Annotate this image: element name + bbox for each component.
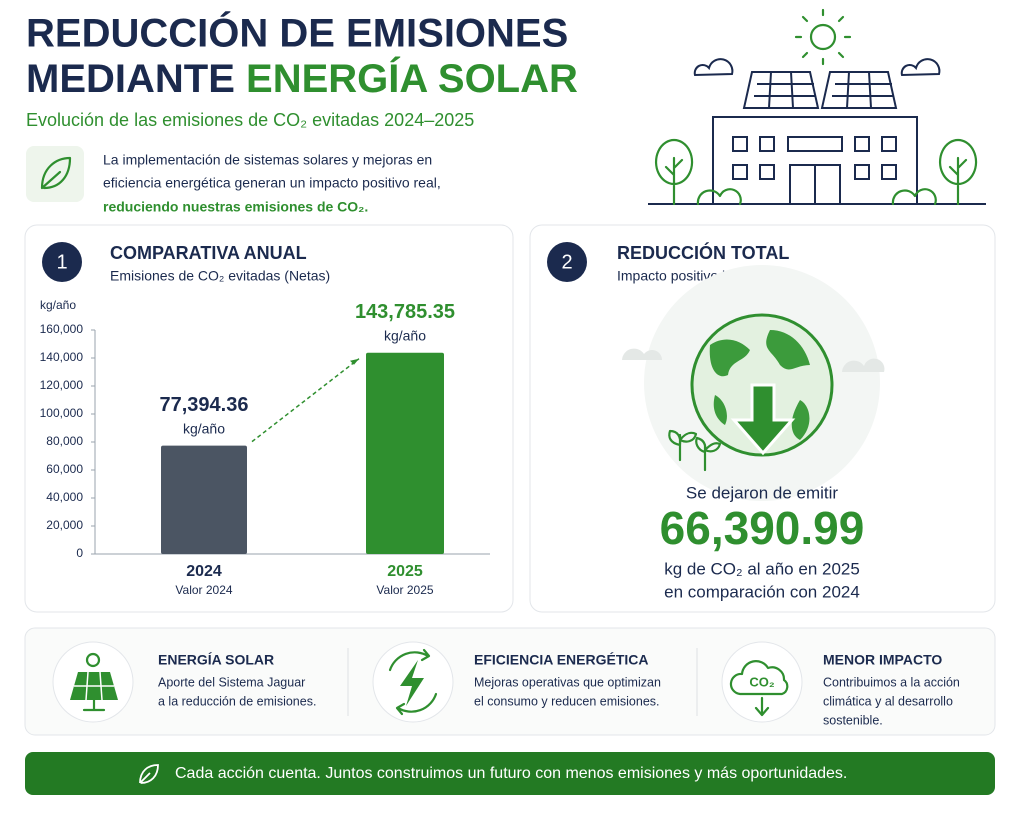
panel-title: COMPARATIVA ANUAL	[110, 243, 307, 263]
title: REDUCCIÓN DE EMISIONES	[26, 10, 568, 56]
subtitle: Evolución de las emisiones de CO₂ evitad…	[26, 110, 474, 130]
panel-title: REDUCCIÓN TOTAL	[617, 242, 789, 263]
bar	[366, 352, 444, 554]
y-tick-label: 160,000	[40, 322, 84, 336]
building-illustration	[648, 8, 986, 206]
bar-chart: kg/año 0 20,000 40,000 60,000 80,000 100,000 12…	[40, 298, 490, 597]
intro-highlight: reduciendo nuestras emisiones de CO₂.	[103, 199, 368, 215]
step-badge	[547, 242, 587, 282]
value-unit: kg/año	[384, 327, 426, 343]
y-tick-label: 120,000	[40, 378, 84, 392]
feature-text: a la reducción de emisiones.	[158, 694, 316, 708]
x-tick-label: 2024	[186, 563, 222, 580]
y-tick-label: 0	[76, 546, 83, 560]
leaf-icon	[40, 156, 72, 190]
trend-arrow	[251, 358, 360, 443]
x-tick-note: Valor 2025	[376, 583, 433, 597]
leaf-icon	[139, 764, 159, 784]
co2-icon	[729, 660, 789, 717]
result-line: kg de CO₂ al año en 2025	[664, 559, 860, 578]
feature-title: ENERGÍA SOLAR	[158, 652, 274, 668]
x-tick-note: Valor 2024	[175, 583, 232, 597]
result-value: 66,390.99	[660, 502, 865, 554]
feature-title: EFICIENCIA ENERGÉTICA	[474, 652, 649, 668]
x-tick-label: 2025	[387, 563, 423, 580]
feature-text: Mejoras operativas que optimizan	[474, 675, 661, 689]
bar	[161, 445, 247, 554]
title: MEDIANTE ENERGÍA SOLAR	[26, 56, 578, 101]
co2-icon-label: CO₂	[749, 674, 775, 689]
result-lead: Se dejaron de emitir	[686, 483, 838, 502]
feature-text: Contribuimos a la acción	[823, 675, 960, 689]
footer-text: Cada acción cuenta. Juntos construimos u…	[175, 765, 847, 782]
y-tick-label: 80,000	[46, 434, 83, 448]
y-tick-label: 140,000	[40, 350, 84, 364]
trend-arrowhead	[350, 358, 359, 365]
solar-icon	[70, 652, 118, 712]
feature-icon-bg	[721, 641, 803, 723]
value-label: 143,785.35	[355, 301, 455, 323]
panel-subtitle: Emisiones de CO₂ evitadas (Netas)	[110, 268, 330, 284]
step-number: 1	[56, 251, 67, 273]
value-unit: kg/año	[183, 420, 225, 436]
value-label: 77,394.36	[160, 394, 249, 416]
step-badge	[42, 242, 82, 282]
y-tick-label: 40,000	[46, 490, 83, 504]
footer-banner	[25, 752, 995, 795]
intro: eficiencia energética generan un impacto…	[103, 175, 441, 191]
y-tick-label: 60,000	[46, 462, 83, 476]
y-axis-label: kg/año	[40, 298, 76, 312]
feature-text: sostenible.	[823, 713, 883, 727]
efficiency-icon	[388, 648, 438, 716]
title-highlight: ENERGÍA SOLAR	[246, 56, 578, 101]
globe-illustration	[622, 265, 885, 501]
features: ENERGÍA SOLAR Aporte del Sistema Jaguar a …	[158, 652, 960, 728]
intro: La implementación de sistemas solares y …	[103, 152, 432, 168]
y-tick-label: 20,000	[46, 518, 83, 532]
result-line: en comparación con 2024	[664, 582, 860, 601]
feature-title: MENOR IMPACTO	[823, 652, 942, 668]
title-part: MEDIANTE	[26, 57, 235, 101]
feature-text: Aporte del Sistema Jaguar	[158, 675, 305, 689]
y-tick-label: 100,000	[40, 406, 84, 420]
leaf-icon-box	[26, 146, 84, 202]
step-number: 2	[561, 251, 572, 273]
feature-text: el consumo y reducen emisiones.	[474, 694, 660, 708]
feature-text: climática y al desarrollo	[823, 694, 953, 708]
